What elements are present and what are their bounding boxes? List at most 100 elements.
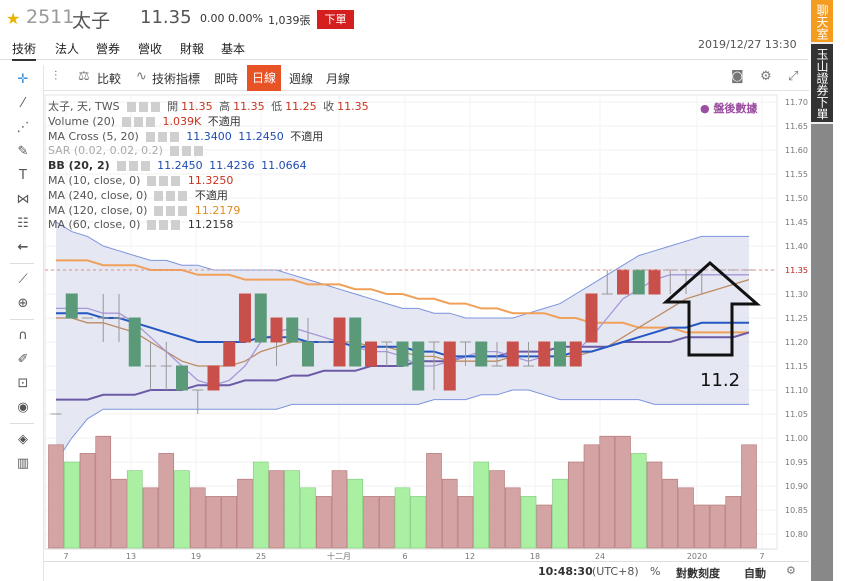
tab-technical[interactable]: 技術 <box>12 40 37 61</box>
legend-controls[interactable] <box>116 161 151 172</box>
favorite-star-icon[interactable]: ★ <box>6 9 21 28</box>
tab-revenue[interactable]: 營收 <box>138 42 163 56</box>
period-monthly[interactable]: 月線 <box>326 72 351 86</box>
legend-controls[interactable] <box>145 131 180 142</box>
legend-controls[interactable] <box>147 175 182 186</box>
legend-controls[interactable] <box>154 190 189 201</box>
period-daily[interactable]: 日線 <box>247 65 282 91</box>
auto-scale-toggle[interactable]: 自動 <box>744 567 766 580</box>
volume-bar <box>331 470 348 549</box>
legend-controls[interactable] <box>126 102 161 112</box>
order-button[interactable]: 下單 <box>317 10 354 29</box>
candle-style-icon[interactable]: ⫶ <box>54 69 58 84</box>
zoom-in-icon[interactable]: ⊕ <box>17 296 29 311</box>
settings-gear-icon[interactable]: ⚙ <box>760 69 772 84</box>
volume-bar <box>378 496 395 549</box>
fullscreen-icon[interactable]: ⤢ <box>788 69 799 84</box>
volume-bar <box>284 470 301 549</box>
candle-body <box>286 317 299 343</box>
volume-bar <box>520 496 537 549</box>
legend-ma240[interactable]: MA (240, close, 0) 不適用 <box>48 189 372 204</box>
legend-low-label: 低 <box>271 100 283 113</box>
time-axis: 7 13 19 25 十二月 6 12 18 24 2020 7 <box>45 548 777 561</box>
candle-body <box>475 341 488 367</box>
legend-volume[interactable]: Volume (20) 1.039K 不適用 <box>48 115 372 130</box>
pattern-tool-icon[interactable]: ⋈ <box>16 192 30 207</box>
camera-icon[interactable]: ◙ <box>731 69 744 84</box>
volume-bar <box>237 478 253 549</box>
chart-toolbar: ⫶ ⚖ 比較 ∿ 技術指標 即時 日線 週線 月線 ◙ ⚙ ⤢ <box>44 65 809 91</box>
chat-room-button[interactable]: 聊天室 <box>811 0 833 42</box>
y-tick-label: 10.80 <box>785 530 808 539</box>
unlock-icon[interactable]: ⊡ <box>17 376 29 391</box>
eye-icon[interactable]: ◉ <box>17 400 29 415</box>
legend-controls[interactable] <box>154 205 189 216</box>
indicator-icon[interactable]: ∿ <box>136 69 147 84</box>
broker-order-button[interactable]: 玉山證券下單 <box>811 44 833 122</box>
back-arrow-icon[interactable]: ← <box>17 240 29 255</box>
stock-code: 2511 <box>26 6 75 28</box>
legend-ma120[interactable]: MA (120, close, 0) 11.2179 <box>48 204 372 219</box>
brush-icon[interactable]: ✎ <box>17 144 29 159</box>
legend-ma60[interactable]: MA (60, close, 0) 11.2158 <box>48 218 372 233</box>
log-scale-toggle[interactable]: 對數刻度 <box>676 567 720 580</box>
period-realtime[interactable]: 即時 <box>214 72 239 86</box>
nav-tabs: 技術 法人 營券 營收 財報 基本 2019/12/27 13:30 <box>0 36 808 61</box>
candle-body <box>632 269 645 295</box>
fib-tool-icon[interactable]: ⋰ <box>16 120 30 135</box>
x-tick-label: 13 <box>126 552 136 561</box>
volume-bar <box>646 461 663 549</box>
legend-main[interactable]: 太子, 天, TWS 開 11.35 高 11.35 低 11.25 收 11.35 <box>48 100 372 115</box>
legend-volume-value: 1.039K <box>162 114 202 128</box>
y-tick-label: 11.60 <box>785 146 808 155</box>
trash-icon[interactable]: ▥ <box>16 456 30 471</box>
legend-ma-cross[interactable]: MA Cross (5, 20) 11.3400 11.2450 不適用 <box>48 130 372 145</box>
text-tool-icon[interactable]: T <box>19 168 27 183</box>
postmarket-label: 盤後數據 <box>713 102 758 115</box>
percent-scale-toggle[interactable]: % <box>650 565 661 578</box>
compare-button[interactable]: 比較 <box>97 72 122 86</box>
candle-body <box>65 293 78 319</box>
tab-financials[interactable]: 財報 <box>180 42 205 56</box>
candle-body <box>365 341 377 367</box>
legend-open: 11.35 <box>181 100 213 113</box>
legend-sar[interactable]: SAR (0.02, 0.02, 0.2) <box>48 144 372 159</box>
lock-drawing-icon[interactable]: ✐ <box>17 352 29 367</box>
legend-ma120-value: 11.2179 <box>194 203 241 217</box>
period-weekly[interactable]: 週線 <box>289 72 314 86</box>
volume-bars <box>48 435 757 549</box>
trend-line-icon[interactable]: ⁄ <box>21 96 25 111</box>
candle-body <box>585 293 598 343</box>
compare-icon[interactable]: ⚖ <box>78 69 90 84</box>
volume-bar <box>189 487 206 549</box>
volume-bar <box>268 470 285 549</box>
stock-price: 11.35 <box>140 7 192 28</box>
volume-bar <box>394 487 411 549</box>
legend-bb[interactable]: BB (20, 2) 11.2450 11.4236 11.0664 <box>48 159 372 174</box>
postmarket-badge[interactable]: ● 盤後數據 <box>700 102 758 115</box>
scale-settings-icon[interactable]: ⚙ <box>786 564 796 577</box>
indicators-button[interactable]: 技術指標 <box>152 72 201 86</box>
ruler-icon[interactable]: ⟋ <box>18 272 28 287</box>
prediction-tool-icon[interactable]: ☷ <box>17 216 29 231</box>
legend-macross-v2: 11.2450 <box>238 129 284 143</box>
y-tick-label: 11.20 <box>785 338 808 347</box>
x-tick-label: 19 <box>191 552 201 561</box>
timezone[interactable]: (UTC+8) <box>592 565 639 578</box>
y-tick-label: 11.45 <box>785 218 808 227</box>
tab-institutional[interactable]: 法人 <box>55 42 80 56</box>
tab-margin[interactable]: 營券 <box>96 42 121 56</box>
magnet-icon[interactable]: ∩ <box>18 328 28 343</box>
price-axis: 11.70 11.65 11.60 11.55 11.50 11.45 11.40 11.35… <box>45 98 808 539</box>
legend-bb-v2: 11.4236 <box>209 159 255 173</box>
layers-icon[interactable]: ◈ <box>18 432 28 447</box>
tab-basic[interactable]: 基本 <box>221 42 246 56</box>
legend-ma10[interactable]: MA (10, close, 0) 11.3250 <box>48 174 372 189</box>
legend-controls[interactable] <box>147 220 182 231</box>
legend-controls[interactable] <box>122 116 156 127</box>
y-tick-label: 11.50 <box>785 194 808 203</box>
volume-bar <box>221 496 238 549</box>
crosshair-icon[interactable]: ✛ <box>17 72 29 87</box>
legend-controls[interactable] <box>169 146 204 157</box>
